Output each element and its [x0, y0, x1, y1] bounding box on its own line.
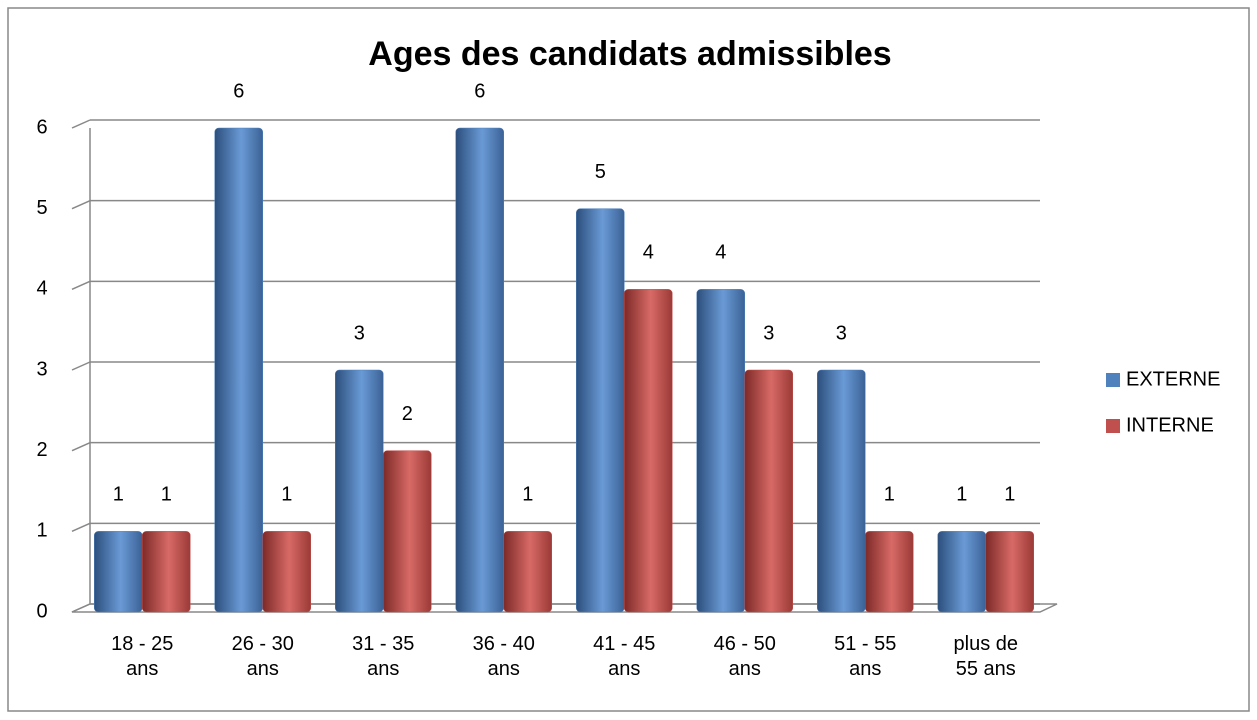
data-label: 3	[763, 322, 774, 344]
legend-swatch	[1106, 419, 1120, 433]
bar	[335, 369, 384, 613]
data-label: 6	[474, 80, 485, 102]
tick-mark	[71, 280, 91, 291]
y-tick-label: 2	[36, 439, 47, 461]
y-tick-label: 5	[36, 197, 47, 219]
data-label: 1	[884, 484, 895, 506]
bar	[94, 531, 143, 613]
tick-mark	[71, 441, 91, 452]
legend-swatch	[1106, 373, 1120, 387]
tick-mark	[71, 603, 91, 613]
data-label: 4	[715, 242, 726, 264]
data-label: 1	[956, 484, 967, 506]
chart-title: Ages des candidats admissibles	[368, 35, 891, 73]
data-label: 6	[233, 80, 244, 102]
legend-label: EXTERNE	[1126, 368, 1220, 390]
bar	[142, 531, 191, 613]
y-tick-label: 0	[36, 600, 47, 622]
x-tick-label: 36 - 40 ans	[472, 633, 535, 680]
y-tick-label: 1	[36, 520, 47, 542]
bar	[937, 531, 986, 613]
bar	[455, 127, 504, 613]
bar	[383, 450, 432, 613]
data-label: 1	[281, 484, 292, 506]
bar	[214, 127, 263, 613]
bar	[985, 531, 1034, 613]
bar	[865, 531, 914, 613]
data-label: 3	[354, 322, 365, 344]
bar	[817, 369, 866, 613]
bar	[503, 531, 552, 613]
data-label: 1	[113, 484, 124, 506]
x-tick-label: plus de 55 ans	[953, 633, 1019, 680]
data-label: 5	[595, 161, 606, 183]
data-label: 1	[1004, 484, 1015, 506]
tick-mark	[71, 119, 91, 129]
data-label: 1	[161, 484, 172, 506]
x-tick-label: 51 - 55 ans	[834, 633, 897, 680]
bar	[576, 208, 625, 613]
tick-mark	[71, 361, 91, 371]
tick-mark	[71, 199, 91, 210]
data-label: 4	[643, 242, 654, 264]
bar	[696, 289, 745, 613]
bar	[744, 369, 793, 613]
bar	[262, 531, 311, 613]
data-label: 1	[522, 484, 533, 506]
x-tick-label: 31 - 35 ans	[352, 633, 415, 680]
legend-label: INTERNE	[1126, 414, 1214, 436]
tick-mark	[71, 522, 91, 533]
x-tick-label: 26 - 30 ans	[231, 633, 294, 680]
data-label: 2	[402, 403, 413, 425]
data-label: 3	[836, 322, 847, 344]
x-tick-label: 46 - 50 ans	[713, 633, 776, 680]
y-tick-label: 4	[36, 278, 47, 300]
x-tick-label: 18 - 25 ans	[111, 633, 174, 680]
x-tick-label: 41 - 45 ans	[593, 633, 656, 680]
y-tick-label: 3	[36, 358, 47, 380]
y-tick-label: 6	[36, 116, 47, 138]
bar	[624, 289, 673, 613]
